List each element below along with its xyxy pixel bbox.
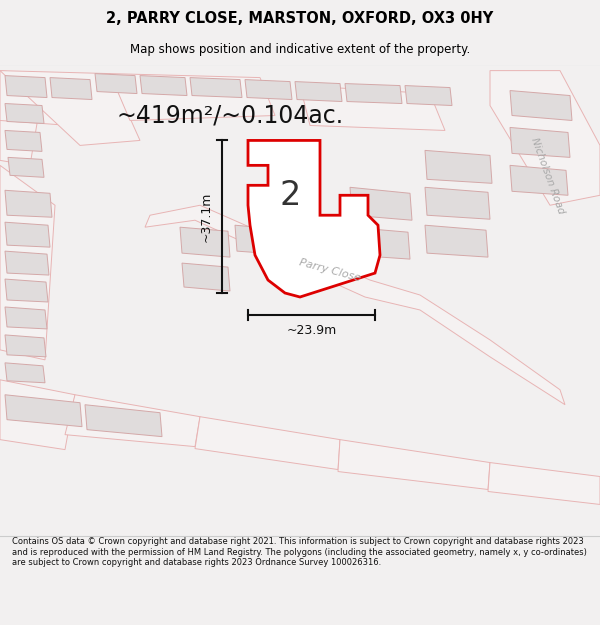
Polygon shape (85, 405, 162, 437)
Polygon shape (245, 79, 292, 99)
Polygon shape (295, 82, 342, 101)
Polygon shape (300, 86, 445, 131)
Polygon shape (5, 335, 46, 357)
Polygon shape (5, 131, 42, 151)
Polygon shape (248, 141, 380, 297)
Polygon shape (510, 166, 568, 195)
Polygon shape (0, 71, 80, 126)
Text: 2, PARRY CLOSE, MARSTON, OXFORD, OX3 0HY: 2, PARRY CLOSE, MARSTON, OXFORD, OX3 0HY (106, 11, 494, 26)
Polygon shape (350, 228, 410, 259)
Polygon shape (65, 395, 200, 447)
Polygon shape (490, 71, 600, 205)
Polygon shape (5, 279, 48, 302)
Polygon shape (0, 380, 75, 449)
Polygon shape (5, 222, 50, 247)
Polygon shape (510, 91, 572, 121)
Polygon shape (350, 188, 412, 220)
Text: ~419m²/~0.104ac.: ~419m²/~0.104ac. (116, 104, 344, 127)
Polygon shape (50, 78, 92, 99)
Polygon shape (8, 158, 44, 177)
Polygon shape (405, 86, 452, 106)
Polygon shape (95, 74, 137, 94)
Polygon shape (5, 190, 52, 218)
Polygon shape (0, 96, 40, 166)
Polygon shape (145, 205, 565, 405)
Text: Parry Close: Parry Close (298, 257, 362, 283)
Polygon shape (5, 307, 47, 329)
Text: ~23.9m: ~23.9m (286, 324, 337, 338)
Polygon shape (338, 439, 490, 489)
Text: Contains OS data © Crown copyright and database right 2021. This information is : Contains OS data © Crown copyright and d… (12, 538, 587, 567)
Polygon shape (235, 225, 292, 255)
Polygon shape (5, 363, 45, 382)
Polygon shape (5, 251, 49, 275)
Polygon shape (182, 263, 230, 291)
Polygon shape (140, 76, 187, 96)
Polygon shape (0, 166, 55, 360)
Polygon shape (180, 228, 230, 257)
Polygon shape (190, 78, 242, 98)
Polygon shape (5, 395, 82, 427)
Polygon shape (110, 74, 275, 121)
Polygon shape (425, 225, 488, 257)
Polygon shape (425, 151, 492, 183)
Polygon shape (488, 462, 600, 504)
Polygon shape (295, 230, 347, 259)
Polygon shape (425, 188, 490, 219)
Polygon shape (195, 417, 340, 469)
Polygon shape (5, 76, 47, 98)
Polygon shape (0, 71, 140, 146)
Text: 2: 2 (280, 179, 301, 212)
Text: Map shows position and indicative extent of the property.: Map shows position and indicative extent… (130, 42, 470, 56)
Polygon shape (510, 127, 570, 158)
Polygon shape (5, 104, 44, 124)
Text: ~37.1m: ~37.1m (199, 191, 212, 242)
Text: Nicholson Road: Nicholson Road (530, 136, 566, 215)
Polygon shape (345, 84, 402, 104)
